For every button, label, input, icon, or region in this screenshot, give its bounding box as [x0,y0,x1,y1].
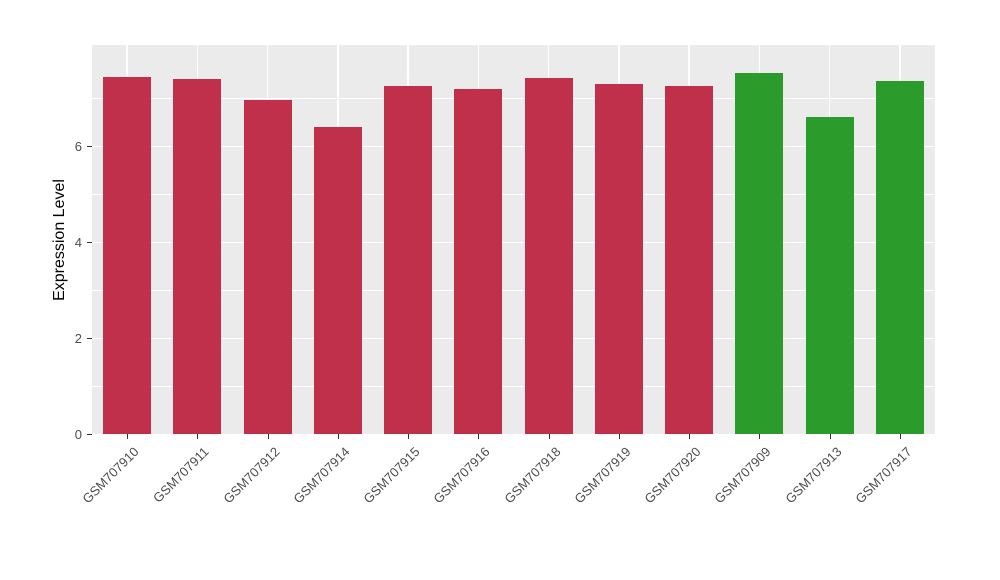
bar [454,89,503,434]
x-tick-label: GSM707909 [711,444,774,507]
x-tick-label: GSM707917 [852,444,915,507]
gridline-major [92,145,935,148]
x-tick-mark [408,434,410,439]
x-tick-mark [899,434,901,439]
gridline-minor [92,289,935,291]
y-tick-mark [87,337,92,339]
y-tick-label: 6 [74,138,82,154]
x-tick-mark [548,434,550,439]
x-tick-mark [689,434,691,439]
bar [243,99,292,434]
x-tick-mark [197,434,199,439]
x-tick-label: GSM707918 [501,444,564,507]
x-tick-mark [478,434,480,439]
bar [173,78,222,434]
bar [875,80,924,434]
x-tick-mark [618,434,620,439]
x-tick-label: GSM707910 [79,444,142,507]
gridline-major [92,241,935,244]
x-tick-label: GSM707920 [641,444,704,507]
gridline-major [92,434,935,436]
x-tick-label: GSM707916 [430,444,493,507]
bar [524,77,573,434]
y-tick-label: 0 [74,427,82,442]
x-tick-label: GSM707913 [782,444,845,507]
gridline-minor [92,385,935,387]
y-tick-label: 2 [74,330,82,346]
gridline-minor [92,193,935,195]
x-tick-mark [267,434,269,439]
y-tick-mark [87,241,92,243]
x-tick-label: GSM707915 [360,444,423,507]
gridline-major [92,337,935,340]
x-tick-mark [127,434,129,439]
bar [313,126,362,434]
bar [805,117,854,434]
x-tick-label: GSM707914 [290,444,353,507]
x-tick-mark [829,434,831,439]
plot-panel [92,45,935,436]
bar [594,84,643,434]
bar [103,76,151,434]
bar [735,72,784,434]
x-tick-label: GSM707911 [150,444,212,506]
y-tick-label: 4 [74,234,82,250]
x-tick-label: GSM707912 [220,444,283,507]
x-tick-mark [759,434,761,439]
x-tick-label: GSM707919 [571,444,634,507]
y-tick-mark [87,145,92,147]
bar [665,86,713,434]
gridline-minor [92,97,935,99]
x-tick-mark [337,434,339,439]
y-tick-mark [87,434,92,435]
bar [384,85,432,434]
